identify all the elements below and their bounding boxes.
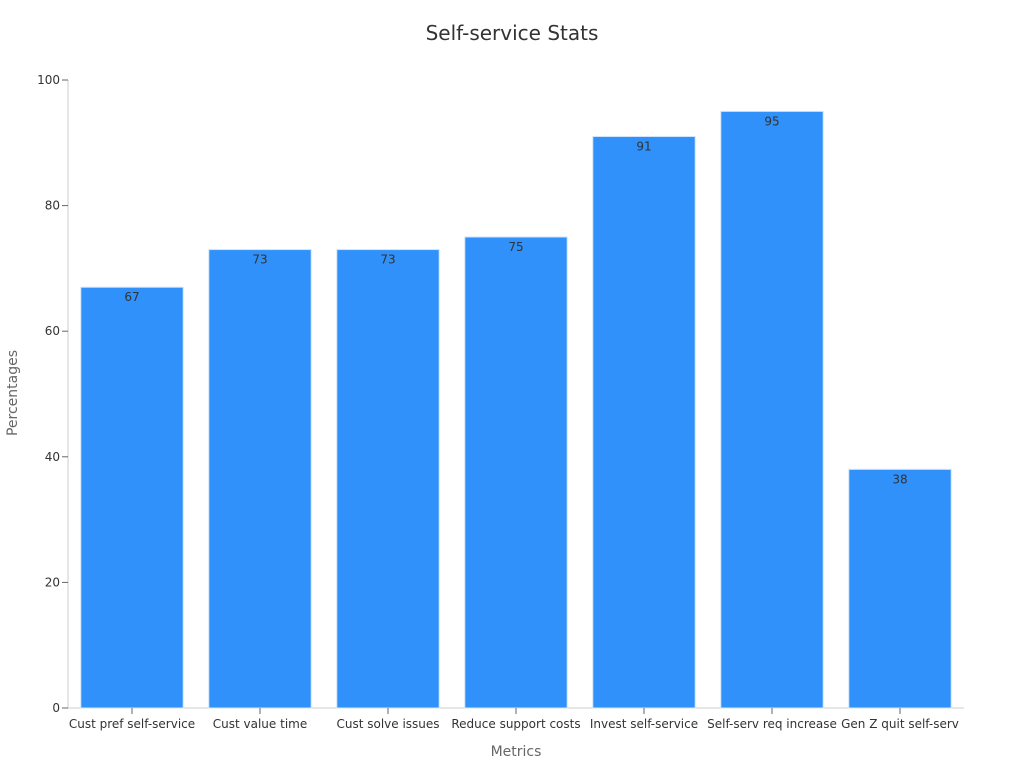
x-tick-label: Invest self-service: [590, 717, 698, 731]
bar: [592, 136, 696, 709]
bar: [848, 468, 952, 709]
bar: [80, 286, 184, 709]
data-label: 38: [892, 472, 907, 486]
y-tick-label: 80: [45, 199, 60, 213]
y-tick-label: 60: [45, 324, 60, 338]
y-tick-label: 40: [45, 450, 60, 464]
x-tick-label: Self-serv req increase: [707, 717, 837, 731]
bar: [336, 249, 440, 709]
y-tick-label: 100: [37, 73, 60, 87]
y-axis-title: Percentages: [5, 350, 21, 436]
chart-title: Self-service Stats: [426, 21, 599, 45]
x-tick-label: Cust solve issues: [336, 717, 439, 731]
data-label: 73: [252, 253, 267, 267]
data-label: 75: [508, 240, 523, 254]
y-tick-label: 0: [52, 701, 60, 715]
x-tick-label: Gen Z quit self-serv: [841, 717, 959, 731]
bar: [208, 249, 312, 709]
x-axis-title: Metrics: [491, 744, 542, 760]
x-tick-label: Reduce support costs: [451, 717, 580, 731]
x-tick-label: Cust pref self-service: [69, 717, 195, 731]
data-label: 67: [124, 290, 139, 304]
data-label: 91: [636, 140, 651, 154]
data-label: 73: [380, 253, 395, 267]
y-tick-label: 20: [45, 575, 60, 589]
bar: [464, 236, 568, 709]
data-label: 95: [764, 114, 779, 128]
plot-area: 0 20 40 60 80 100 67 Cust pref self-service 73 Cu…: [37, 73, 964, 731]
bar: [720, 110, 824, 709]
x-tick-label: Cust value time: [213, 717, 307, 731]
